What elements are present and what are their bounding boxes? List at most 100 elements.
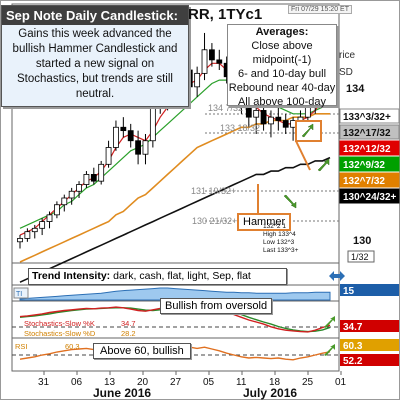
price-badge-green-text: 132^9/32 [343,160,385,171]
candle-body [17,238,23,243]
candle-body [46,214,53,222]
candle-body [90,174,97,182]
ohlc-first: 132^2 1 [263,223,286,230]
arrow-up-small-icon [317,158,330,172]
x-tick-label: 13 [104,377,116,388]
timestamp: Fri 07/29 15:20 ET [288,5,352,14]
candle-body [209,49,215,61]
price-axis-fraction-box [347,250,375,263]
stoch-d-label: Stochastics-Slow %D [24,329,96,338]
arrow-connector [295,140,311,171]
price-axis-134: 134 [346,83,365,95]
candle-body [98,163,105,182]
candle-body [201,49,208,74]
note-body: Gains this week advanced the bullish Ham… [12,28,178,100]
rsi-axis-badge-b [340,354,399,366]
price-axis-badges: 133^3/32+ 132^17/32 132^12/32 132^9/32 132^7… [339,108,400,204]
price-badge-red-text: 132^12/32 [343,144,391,155]
trend-intensity-area [19,287,331,301]
candle-body [135,140,141,155]
ma-100-line [19,156,331,283]
candle-body [142,140,149,155]
candle-body [61,197,68,206]
x-tick-label: 20 [137,377,149,388]
partial-price-label: rice [339,50,356,61]
ti-axis-value: 15 [343,286,355,297]
averages-line-2: 6- and 10-day bull [237,68,327,80]
price-badge-green [339,156,400,172]
averages-line-4: All above 100-day [237,96,327,108]
stoch-k-label: Stochastics-Slow %K [24,319,95,328]
price-badge-grey [339,124,400,140]
stoch-axis-badge [340,320,399,332]
ohlc-readout: 132^2 1 High 133^4 Low 132^3 Last 133^3+ [263,223,298,255]
candle-body [253,110,260,118]
candle-body [290,120,296,128]
rsi-arrow-icon [324,344,335,356]
note-callout: Sep Note Daily Candlestick: Gains this w… [1,5,189,107]
candle-body [76,184,82,192]
averages-line-1: Close above midpoint(-1) [251,40,313,66]
x-tick-label: 18 [269,377,281,388]
candle-body [31,227,38,233]
bullish-oversold-callout: Bullish from oversold [160,298,273,314]
double-arrow-icon[interactable] [329,271,345,281]
candle-body [127,130,134,142]
x-tick-label: 25 [302,377,314,388]
x-tick-label: 05 [203,377,215,388]
rsi-value: 60.3 [65,342,80,351]
candle-body [304,106,311,118]
x-tick-label: 11 [236,377,247,388]
x-tick-label: 27 [170,377,182,388]
hammer-callout: Hammer [237,213,292,231]
price-badge-last [339,108,400,124]
x-tick-label: 01 [335,377,347,388]
level-label-130: 130 21/32+ [192,216,237,226]
trend-intensity-callout: Trend Intensity: dark, cash, flat, light… [28,268,287,285]
x-tick-label: 06 [71,377,83,388]
rsi-axis-value-a: 60.3 [343,341,363,352]
above-60-callout: Above 60, bullish [93,343,191,359]
ohlc-last: Last 133^3+ [263,247,299,254]
candle-body [245,106,252,118]
month-label-july: July 2016 [243,386,297,400]
price-badge-black [339,188,400,204]
rsi-label: RSI [15,342,28,351]
ohlc-low: Low 132^3 [263,239,295,246]
ti-label-box [13,287,29,299]
x-axis-ticks: 31 06 13 20 27 05 11 18 25 01 [38,371,347,388]
rsi-axis-value-b: 52.2 [343,356,363,367]
level-label-134: 134 7/32+ [208,103,248,113]
price-badge-grey-text: 132^17/32 [343,128,391,139]
candle-body [194,72,201,88]
rsi-axis-badge-a [340,339,399,351]
partial-sd-label: SD [339,67,353,78]
stoch-arrow-icon [324,316,335,328]
trend-intensity-label: Trend Intensity: [32,270,111,282]
price-badge-orange-text: 132^7/32 [343,176,385,187]
stoch-d-value: 28.2 [121,329,136,338]
arrow-up-icon [295,120,322,142]
level-label-131: 131 19/32+ [191,186,236,196]
averages-line-3: Rebound near 40-day [228,82,336,94]
note-title: Sep Note Daily Candlestick: [2,6,188,25]
ticker-title: RR, 1TYc1 [188,6,263,23]
candle-body [54,204,60,216]
arrow-down-icon [283,194,297,209]
ti-axis-badge [340,284,399,296]
candle-body [83,174,90,185]
candle-body [268,116,274,125]
candle-body [105,147,112,165]
candle-body [260,110,267,125]
ohlc-high: High 133^4 [263,231,296,238]
price-axis-130: 130 [353,235,371,247]
candle-body [113,126,119,148]
price-axis-fraction: 1/32 [351,252,369,262]
candle-body [120,126,127,132]
candle-body [282,120,289,128]
level-label-133: 133 18/32 [220,123,260,133]
candle-body [68,190,75,199]
stoch-k-value: 34.7 [121,319,136,328]
x-tick-label: 31 [38,377,50,388]
